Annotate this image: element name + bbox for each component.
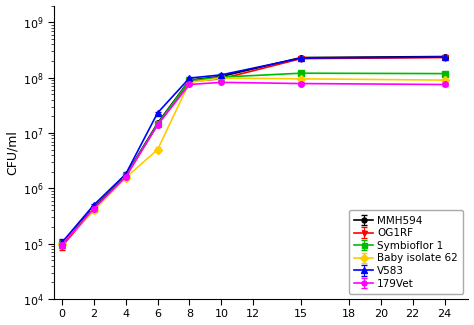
Y-axis label: CFU/ml: CFU/ml (6, 130, 18, 175)
Legend: MMH594, OG1RF, Symbioflor 1, Baby isolate 62, V583, 179Vet: MMH594, OG1RF, Symbioflor 1, Baby isolat… (349, 210, 463, 294)
